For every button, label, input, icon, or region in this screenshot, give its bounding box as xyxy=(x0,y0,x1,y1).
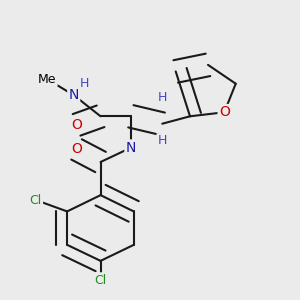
Text: Cl: Cl xyxy=(30,194,42,206)
Text: Cl: Cl xyxy=(94,274,107,286)
Text: O: O xyxy=(71,142,82,156)
Text: N: N xyxy=(126,141,136,155)
Text: H: H xyxy=(80,77,89,90)
Text: O: O xyxy=(219,105,230,119)
Text: O: O xyxy=(71,118,82,132)
Text: N: N xyxy=(68,88,79,102)
Text: H: H xyxy=(158,91,167,103)
Text: H: H xyxy=(158,134,167,147)
Text: Me: Me xyxy=(38,73,56,85)
